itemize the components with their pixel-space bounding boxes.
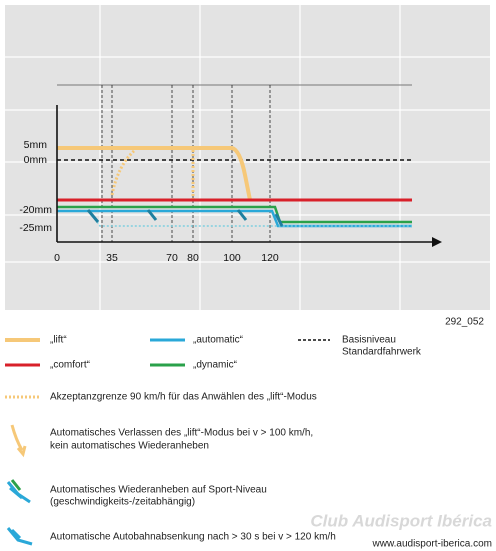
x-label: 35	[106, 252, 118, 264]
watermark: Club Audisport Ibérica	[310, 511, 492, 530]
lift-line	[57, 146, 252, 201]
x-label: 70	[166, 252, 178, 264]
x-label: 120	[261, 252, 279, 264]
speed-markers	[101, 85, 271, 242]
legend-label: „comfort“	[50, 360, 90, 371]
note-icon	[10, 424, 27, 458]
legend-label: Basisniveau	[342, 335, 396, 346]
y-label: 5mm	[24, 139, 48, 151]
automatic-line	[57, 209, 412, 228]
y-label: -25mm	[19, 222, 52, 234]
note-text: Automatische Autobahnabsenkung nach > 30…	[50, 532, 336, 543]
note-text: (geschwindigkeits-/zeitabhängig)	[50, 497, 195, 508]
grid	[5, 5, 490, 310]
note-icon	[6, 481, 31, 504]
y-label: 0mm	[24, 154, 48, 166]
note-text: kein automatisches Wiederanheben	[50, 441, 209, 452]
x-label: 0	[54, 252, 60, 264]
note-icon	[10, 479, 22, 491]
y-label: -20mm	[19, 204, 52, 216]
note-text: Akzeptanzgrenze 90 km/h für das Anwählen…	[50, 392, 317, 403]
x-axis-arrow	[432, 237, 442, 247]
legend-label: „lift“	[50, 335, 67, 346]
level-arrows	[86, 209, 284, 227]
note-text: Automatisches Wiederanheben auf Sport-Ni…	[50, 485, 267, 496]
legend-label: „automatic“	[193, 335, 243, 346]
figure-id: 292_052	[445, 317, 484, 328]
legend-label: „dynamic“	[193, 360, 237, 371]
watermark-url: www.audisport-iberica.com	[372, 539, 493, 550]
lift-accept-curve	[110, 148, 137, 196]
note-icon	[6, 527, 33, 546]
x-label: 80	[187, 252, 199, 264]
note-text: Automatisches Verlassen des „lift“-Modus…	[50, 428, 313, 439]
chart-background	[5, 5, 490, 310]
x-label: 100	[223, 252, 241, 264]
legend-label: Standardfahrwerk	[342, 347, 422, 358]
